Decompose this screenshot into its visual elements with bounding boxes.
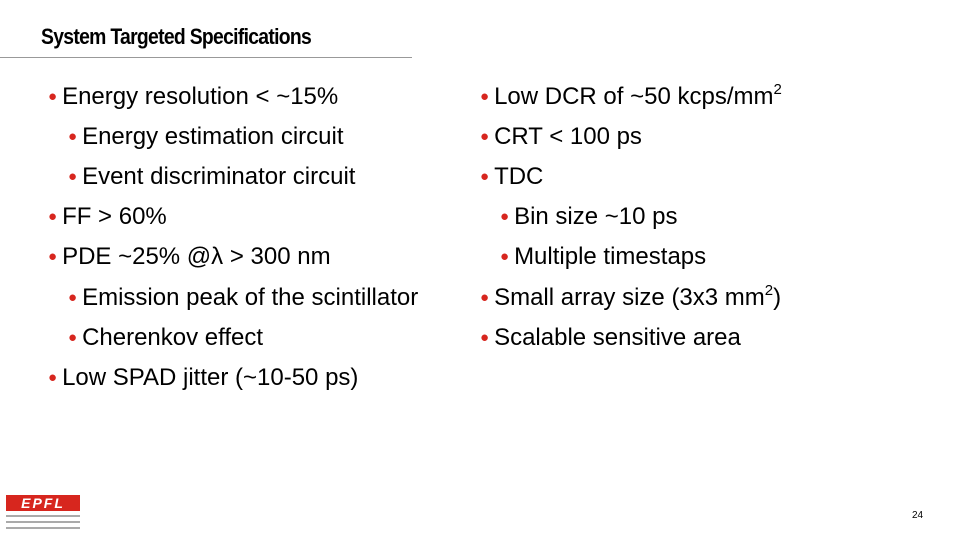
bullet-text: Event discriminator circuit xyxy=(82,163,356,190)
superscript: 2 xyxy=(773,81,782,98)
bullet: ● Bin size ~10 ps xyxy=(500,203,678,230)
bullet-text: Low DCR of ~50 kcps/mm xyxy=(494,83,774,110)
bullet: ● Event discriminator circuit xyxy=(68,163,356,190)
bullet-text: Small array size (3x3 mm xyxy=(494,284,765,311)
slide-title: System Targeted Specifications xyxy=(41,24,312,49)
bullet: ● Energy resolution < ~15% xyxy=(48,83,339,110)
bullet: ● Energy estimation circuit xyxy=(68,123,344,150)
bullet: ● Scalable sensitive area xyxy=(480,324,741,351)
bullet: ● FF > 60% xyxy=(48,203,167,230)
title-rule xyxy=(0,57,412,58)
bullet: ● Low SPAD jitter (~10-50 ps) xyxy=(48,364,359,391)
logo-line xyxy=(6,527,80,529)
bullet: ● Multiple timestaps xyxy=(500,243,707,270)
bullet: ● Small array size (3x3 mm2) xyxy=(480,282,782,311)
bullet: ● Emission peak of the scintillator xyxy=(68,284,419,311)
bullet-text: PDE ~25% @λ > 300 nm xyxy=(62,243,331,270)
superscript: 2 xyxy=(764,282,774,299)
bullet-text: FF > 60% xyxy=(62,203,167,230)
logo-line xyxy=(6,521,80,523)
bullet-text: CRT < 100 ps xyxy=(494,123,642,150)
bullet: ● Low DCR of ~50 kcps/mm2 xyxy=(480,81,782,110)
bullet-text: Bin size ~10 ps xyxy=(514,203,678,230)
logo: EPFL xyxy=(6,495,80,511)
logo-line xyxy=(6,515,80,517)
bullet-text: Scalable sensitive area xyxy=(494,324,741,351)
bullet-text: Energy resolution < ~15% xyxy=(62,83,339,110)
bullet-text: Emission peak of the scintillator xyxy=(82,284,419,311)
bullet-text: Low SPAD jitter (~10-50 ps) xyxy=(62,364,359,391)
bullet-text: ) xyxy=(773,284,782,311)
bullet: ● Cherenkov effect xyxy=(68,324,264,351)
bullet-text: Multiple timestaps xyxy=(514,243,707,270)
bullet: ● TDC xyxy=(480,163,544,190)
bullet-text: Energy estimation circuit xyxy=(82,123,344,150)
bullet-text: TDC xyxy=(494,163,544,190)
page-number: 24 xyxy=(912,510,924,521)
bullet: ● CRT < 100 ps xyxy=(480,123,642,150)
bullet: ● PDE ~25% @λ > 300 nm xyxy=(48,243,331,270)
bullet-text: Cherenkov effect xyxy=(82,324,264,351)
